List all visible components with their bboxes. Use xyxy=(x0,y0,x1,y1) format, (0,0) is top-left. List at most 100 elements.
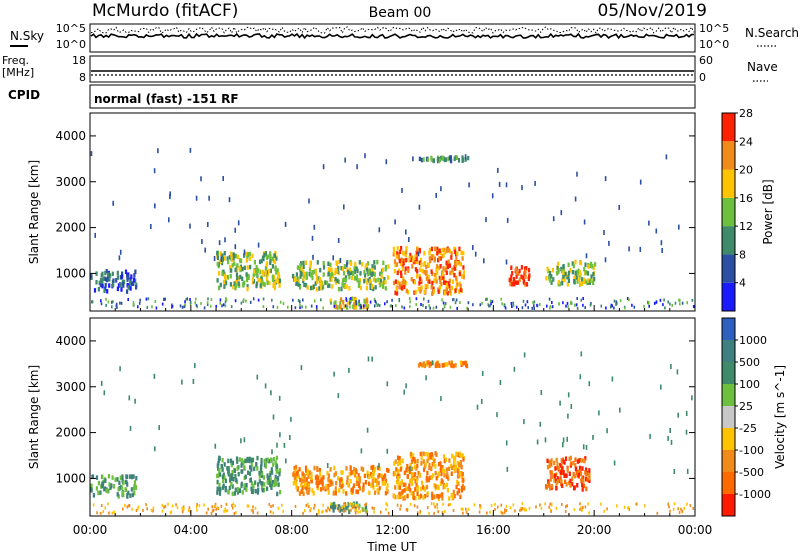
power-echo-cell xyxy=(265,266,268,272)
power-echo-cell xyxy=(305,275,308,280)
power-echo-cell xyxy=(249,264,252,270)
power-echo-cell xyxy=(572,263,575,269)
velocity-echo-cell xyxy=(258,471,261,476)
velocity-echo-cell xyxy=(292,481,295,486)
velocity-echo-cell xyxy=(520,508,523,512)
power-echo-cell xyxy=(581,277,584,282)
power-echo-cell xyxy=(444,267,447,273)
power-echo-cell xyxy=(439,279,442,284)
velocity-echo-cell xyxy=(353,466,356,472)
power-echo-cell xyxy=(353,276,356,281)
velocity-echo-cell xyxy=(243,437,246,443)
power-echo-cell xyxy=(253,260,256,265)
velocity-echo-cell xyxy=(152,506,155,510)
velocity-echo-cell xyxy=(227,466,230,471)
velocity-echo-cell xyxy=(509,506,512,510)
power-echo-cell xyxy=(343,271,346,276)
velocity-echo-cell xyxy=(409,465,411,471)
power-echo-cell xyxy=(552,216,555,222)
power-echo-cell xyxy=(132,281,135,286)
velocity-echo-cell xyxy=(227,468,230,474)
velocity-echo-cell xyxy=(272,511,274,515)
power-echo-cell xyxy=(259,283,262,288)
power-echo-cell xyxy=(358,260,361,265)
velocity-echo-cell xyxy=(107,502,109,506)
power-echo-cell xyxy=(565,304,567,308)
velocity-echo-cell xyxy=(211,505,213,509)
velocity-xtick-label: 16:00 xyxy=(476,523,511,537)
power-echo-cell xyxy=(604,176,607,182)
velocity-echo-cell xyxy=(331,505,334,510)
velocity-echo-cell xyxy=(562,437,565,443)
power-echo-cell xyxy=(515,305,518,309)
power-echo-cell xyxy=(420,285,423,290)
velocity-echo-cell xyxy=(409,451,412,457)
power-echo-cell xyxy=(395,304,397,308)
power-echo-cell xyxy=(429,306,431,310)
cpid-panel: CPID normal (fast) -151 RF xyxy=(8,84,696,109)
power-echo-cell xyxy=(223,251,226,256)
velocity-echo-cell xyxy=(164,504,167,508)
power-echo-cell xyxy=(576,279,579,284)
power-echo-cell xyxy=(453,249,457,255)
velocity-echo-cell xyxy=(460,360,463,365)
velocity-echo-cell xyxy=(428,511,430,515)
power-echo-cell xyxy=(336,278,339,283)
velocity-echo-cell xyxy=(456,474,460,479)
power-echo-cell xyxy=(447,247,450,253)
velocity-echo-cell xyxy=(683,506,685,510)
velocity-echo-cell xyxy=(302,511,304,515)
velocity-echo-cell xyxy=(419,509,422,513)
power-echo-cell xyxy=(372,286,375,292)
velocity-echo-cell xyxy=(576,483,579,488)
power-echo-cell xyxy=(273,285,276,291)
velocity-echo-cell xyxy=(334,486,337,491)
velocity-echo-cell xyxy=(243,485,246,491)
velocity-echo-cell xyxy=(431,360,434,366)
velocity-echo-cell xyxy=(656,511,659,515)
velocity-echo-cell xyxy=(100,380,103,386)
power-echo-cell xyxy=(363,269,366,275)
power-echo-cell xyxy=(208,195,210,201)
freq-unit-label: [MHz] xyxy=(2,66,34,79)
power-echo-cell xyxy=(343,264,346,269)
velocity-echo-cell xyxy=(478,510,481,514)
power-echo-cell xyxy=(511,305,513,308)
velocity-echo-cell xyxy=(453,493,456,499)
power-echo-cell xyxy=(552,277,555,282)
velocity-echo-cell xyxy=(380,473,383,479)
velocity-echo-cell xyxy=(669,509,671,513)
power-echo-cell xyxy=(667,300,669,304)
velocity-echo-cell xyxy=(426,491,429,496)
power-echo-cell xyxy=(320,281,323,286)
velocity-echo-cell xyxy=(258,474,261,479)
power-echo-cell xyxy=(295,272,298,277)
velocity-echo-cell xyxy=(432,461,435,466)
power-echo-cell xyxy=(302,264,305,270)
power-echo-cell xyxy=(557,279,560,285)
power-echo-cell xyxy=(264,251,267,256)
velocity-echo-cell xyxy=(440,465,443,470)
velocity-echo-cell xyxy=(306,502,309,506)
power-echo-cell xyxy=(664,306,666,310)
power-echo-cell xyxy=(134,269,137,274)
velocity-echo-cell xyxy=(126,505,129,509)
velocity-echo-cell xyxy=(431,456,434,461)
velocity-echo-cell xyxy=(560,479,563,485)
velocity-echo-cell xyxy=(360,466,363,471)
power-echo-cell xyxy=(380,274,383,280)
velocity-echo-cell xyxy=(116,477,119,482)
power-echo-cell xyxy=(428,256,431,261)
velocity-echo-cell xyxy=(416,491,419,496)
power-echo-cell xyxy=(433,256,436,261)
power-echo-cell xyxy=(263,282,266,287)
power-echo-cell xyxy=(662,303,664,307)
power-echo-cell xyxy=(417,286,420,292)
power-echo-cell xyxy=(550,274,553,279)
power-echo-cell xyxy=(314,268,317,273)
power-echo-cell xyxy=(459,301,461,304)
velocity-echo-cell xyxy=(409,487,412,493)
velocity-echo-cell xyxy=(285,458,287,464)
velocity-echo-cell xyxy=(227,458,230,464)
